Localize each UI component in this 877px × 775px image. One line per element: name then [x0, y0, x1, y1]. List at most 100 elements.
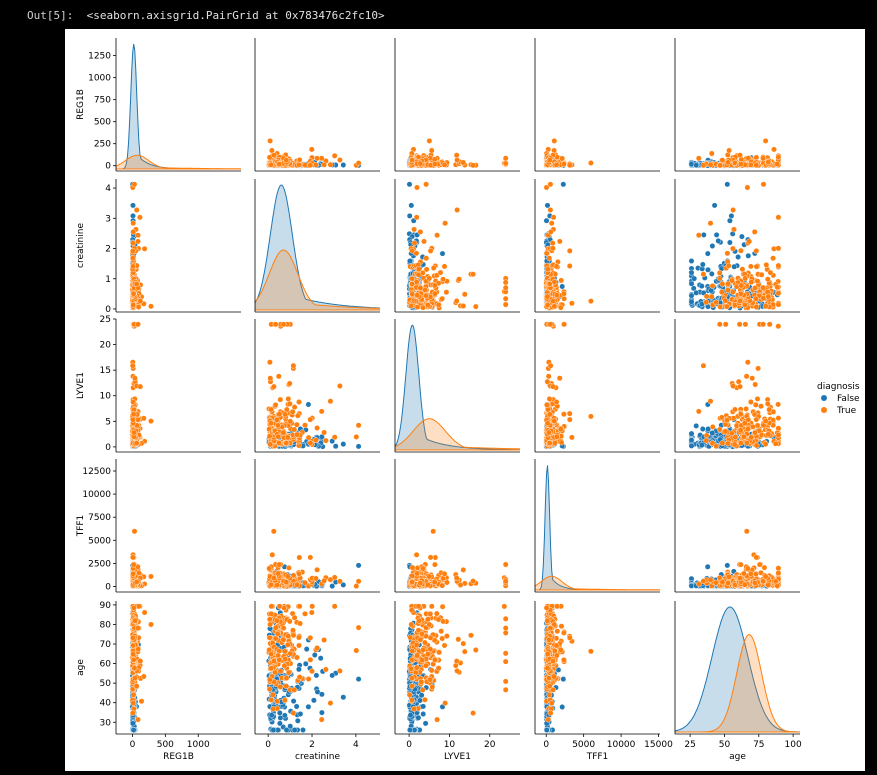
point-true: [454, 157, 459, 162]
point-true: [701, 363, 706, 368]
pairplot-chart: 025050075010001250REG1B01234creatinine05…: [65, 29, 865, 771]
point-true: [291, 363, 296, 368]
point-true: [763, 441, 768, 446]
point-true: [719, 415, 724, 420]
point-true: [285, 435, 290, 440]
point-false: [130, 203, 135, 208]
point-true: [755, 396, 760, 401]
ytick-label-LYVE1: 20: [100, 341, 112, 351]
point-true: [267, 360, 272, 365]
point-true: [431, 265, 436, 270]
point-true: [696, 233, 701, 238]
point-true: [414, 215, 419, 220]
point-true: [704, 300, 709, 305]
point-true: [141, 416, 146, 421]
point-true: [717, 276, 722, 281]
point-true: [356, 160, 361, 165]
point-true: [313, 162, 318, 167]
point-true: [719, 289, 724, 294]
point-true: [748, 162, 753, 167]
point-true: [725, 287, 730, 292]
point-true: [461, 160, 466, 165]
point-true: [704, 438, 709, 443]
point-true: [708, 162, 713, 167]
point-true: [765, 401, 770, 406]
point-true: [739, 283, 744, 288]
point-true: [725, 251, 730, 256]
point-true: [131, 412, 136, 417]
point-true: [354, 434, 359, 439]
point-true: [561, 291, 566, 296]
point-true: [308, 417, 313, 422]
point-true: [696, 409, 701, 414]
point-true: [760, 285, 765, 290]
point-true: [554, 399, 559, 404]
point-true: [440, 277, 445, 282]
ytick-label-REG1B: 0: [105, 162, 111, 172]
point-true: [546, 430, 551, 435]
point-true: [724, 304, 729, 309]
point-true: [731, 227, 736, 232]
point-false: [746, 253, 751, 258]
point-false: [544, 218, 549, 223]
point-true: [462, 292, 467, 297]
point-true: [454, 153, 459, 158]
point-true: [704, 294, 709, 299]
point-true: [294, 432, 299, 437]
point-true: [776, 263, 781, 268]
point-false: [729, 213, 734, 218]
point-false: [689, 437, 694, 442]
point-false: [689, 162, 694, 167]
subplot-LYVE1-vs-creatinine: [255, 319, 380, 452]
point-true: [550, 240, 555, 245]
point-true: [550, 384, 555, 389]
point-true: [308, 440, 313, 445]
point-false: [407, 258, 412, 263]
point-true: [271, 384, 276, 389]
point-true: [503, 280, 508, 285]
point-true: [288, 419, 293, 424]
kde-REG1B-False: [116, 44, 241, 169]
point-true: [753, 402, 758, 407]
point-true: [561, 161, 566, 166]
point-true: [429, 148, 434, 153]
point-true: [548, 207, 553, 212]
point-true: [302, 162, 307, 167]
point-true: [732, 407, 737, 412]
point-true: [328, 399, 333, 404]
point-false: [710, 430, 715, 435]
point-true: [554, 293, 559, 298]
point-true: [714, 444, 719, 449]
point-true: [308, 163, 313, 168]
point-true: [560, 156, 565, 161]
subplot-creatinine-vs-creatinine: [255, 179, 380, 312]
point-true: [296, 399, 301, 404]
point-false: [689, 270, 694, 275]
point-true: [284, 440, 289, 445]
point-false: [700, 426, 705, 431]
point-true: [323, 438, 328, 443]
point-true: [548, 322, 553, 327]
point-false: [130, 213, 135, 218]
point-true: [704, 433, 709, 438]
point-true: [337, 157, 342, 162]
point-true: [552, 440, 557, 445]
ytick-label-LYVE1: 0: [105, 443, 111, 453]
point-true: [773, 441, 778, 446]
ytick-label-LYVE1: 15: [100, 366, 111, 376]
point-true: [554, 434, 559, 439]
ytick-label-LYVE1: 5: [105, 417, 111, 427]
point-true: [559, 440, 564, 445]
ylabel-creatinine: creatinine: [76, 223, 86, 268]
subplot-REG1B-vs-TFF1: [535, 38, 660, 171]
point-true: [758, 404, 763, 409]
subplot-creatinine-vs-age: [675, 179, 800, 312]
point-true: [588, 414, 593, 419]
ytick-label-creatinine: 4: [105, 184, 111, 194]
point-true: [761, 296, 766, 301]
point-true: [710, 424, 715, 429]
point-true: [744, 440, 749, 445]
point-false: [560, 284, 565, 289]
